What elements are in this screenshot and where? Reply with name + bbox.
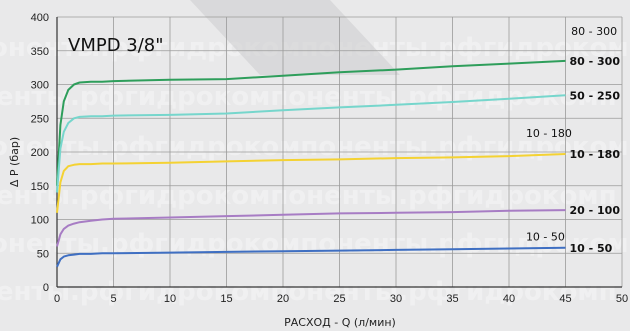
y-tick-label: 350 xyxy=(31,46,49,58)
x-tick-label: 35 xyxy=(446,293,458,305)
series-label: 50 - 250 xyxy=(570,89,621,102)
x-axis-title: РАСХОД - Q (л/мин) xyxy=(284,316,396,329)
watermark-text: оненты.рфгидрокомпоненты.рфгидрокомп xyxy=(0,132,630,162)
y-tick-label: 50 xyxy=(37,248,49,260)
x-tick-label: 45 xyxy=(559,293,571,305)
label-layer: 80 - 300 50 - 250 10 - 180 20 - 100 10 - 50 8… xyxy=(526,25,620,255)
y-tick-label: 0 xyxy=(43,282,49,294)
y-tick-label: 100 xyxy=(31,215,49,227)
y-tick-label: 150 xyxy=(31,181,49,193)
x-tick-label: 20 xyxy=(277,293,289,305)
axes: 0 5 10 15 20 25 30 35 40 45 50 0 50 100 150 200 250 300 35… xyxy=(31,12,628,305)
watermark-text: оненты.рфгидрокомпоненты.рфгидрокомп xyxy=(0,277,617,307)
x-tick-label: 0 xyxy=(54,293,60,305)
x-tick-label: 30 xyxy=(390,293,402,305)
y-tick-label: 400 xyxy=(31,12,49,24)
watermark-text: оненты.рфгидрокомпоненты.рфгидрокомп xyxy=(0,82,617,112)
series-line xyxy=(56,94,566,193)
series-layer xyxy=(56,59,566,268)
series-label: 10 - 180 xyxy=(570,148,621,161)
annotation-label: 80 - 300 xyxy=(571,25,617,38)
y-tick-label: 200 xyxy=(31,147,49,159)
series-line xyxy=(56,246,566,268)
grid xyxy=(56,16,623,288)
x-tick-label: 25 xyxy=(333,293,345,305)
x-tick-label: 40 xyxy=(503,293,515,305)
x-tick-label: 5 xyxy=(110,293,116,305)
chart-title: VMPD 3/8" xyxy=(68,35,164,56)
series-label: 20 - 100 xyxy=(570,204,621,217)
series-line xyxy=(56,153,566,213)
x-tick-label: 15 xyxy=(220,293,232,305)
series-label: 80 - 300 xyxy=(570,55,621,68)
y-axis-title: Δ P (бар) xyxy=(8,137,21,187)
x-tick-label: 10 xyxy=(164,293,176,305)
x-tick-label: 50 xyxy=(616,293,628,305)
y-tick-label: 300 xyxy=(31,80,49,92)
series-line xyxy=(56,209,566,247)
annotation-label: 10 - 180 xyxy=(526,127,572,140)
series-label: 10 - 50 xyxy=(570,242,613,255)
y-tick-label: 250 xyxy=(31,113,49,125)
series-line xyxy=(56,59,566,186)
annotation-label: 10 - 50 xyxy=(526,230,565,243)
watermark-band xyxy=(190,0,400,75)
